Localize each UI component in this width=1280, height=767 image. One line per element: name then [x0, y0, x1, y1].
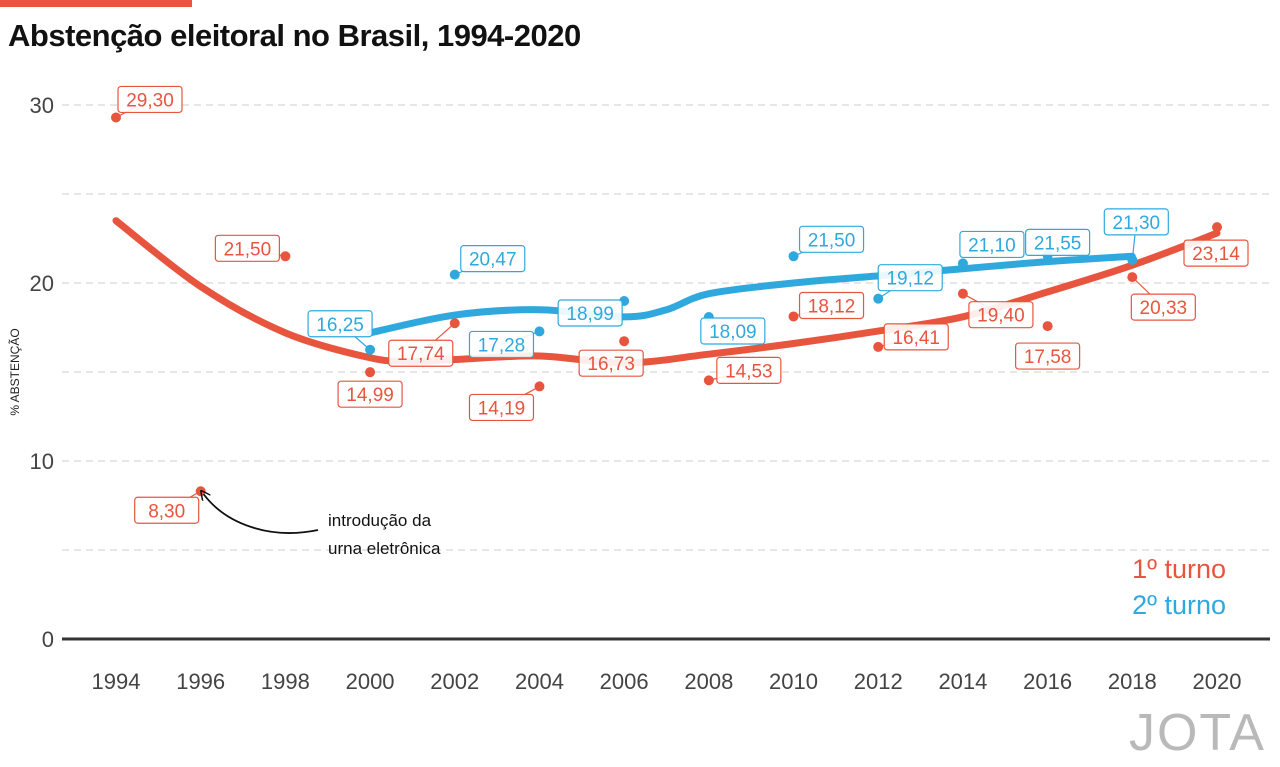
svg-text:16,41: 16,41 [892, 328, 940, 349]
data-label-second-round: 19,12 [877, 264, 943, 300]
data-label-first-round: 21,50 [214, 234, 286, 262]
x-tick-label: 2020 [1193, 669, 1242, 694]
svg-text:20,47: 20,47 [469, 250, 517, 271]
x-tick-label: 2012 [854, 669, 903, 694]
data-label-first-round: 14,19 [468, 385, 540, 422]
svg-text:14,53: 14,53 [725, 361, 773, 382]
svg-text:17,74: 17,74 [397, 344, 445, 365]
annotation-text: urna eletrônica [328, 539, 441, 558]
x-tick-label: 2018 [1108, 669, 1157, 694]
svg-text:18,09: 18,09 [709, 322, 757, 343]
y-tick-label: 0 [42, 627, 54, 652]
svg-text:19,12: 19,12 [886, 269, 934, 290]
point-second-round [957, 258, 968, 269]
data-label-second-round: 21,50 [793, 225, 865, 257]
data-label-first-round: 29,30 [115, 85, 183, 118]
legend-first-round: 1º turno [1132, 554, 1226, 584]
x-tick-label: 1996 [176, 669, 225, 694]
svg-text:8,30: 8,30 [148, 501, 185, 522]
data-label-first-round: 8,30 [134, 490, 201, 524]
svg-text:19,40: 19,40 [977, 306, 1025, 327]
data-label-second-round: 21,55 [1025, 228, 1091, 257]
annotation: introdução da urna eletrônica [204, 494, 441, 558]
data-label-second-round: 21,10 [959, 230, 1025, 259]
svg-text:14,19: 14,19 [478, 398, 526, 419]
x-tick-label: 1998 [261, 669, 310, 694]
svg-text:16,25: 16,25 [316, 315, 364, 336]
annotation-arrow [204, 494, 319, 534]
x-tick-label: 1994 [92, 669, 141, 694]
legend-second-round: 2º turno [1132, 590, 1226, 620]
data-points [111, 112, 1222, 497]
point-first-round [1212, 222, 1222, 233]
svg-text:18,12: 18,12 [808, 296, 856, 317]
y-tick-label: 20 [30, 271, 54, 296]
data-label-second-round: 17,28 [468, 330, 540, 359]
chart-title: Abstenção eleitoral no Brasil, 1994-2020 [8, 18, 581, 53]
x-tick-label: 2000 [346, 669, 395, 694]
grid-lines [62, 104, 1270, 641]
data-label-second-round: 18,99 [557, 299, 625, 327]
x-tick-label: 2014 [938, 669, 987, 694]
svg-text:18,99: 18,99 [566, 304, 614, 325]
data-label-first-round: 18,12 [793, 291, 865, 320]
data-label-second-round: 21,30 [1103, 208, 1169, 260]
svg-text:16,73: 16,73 [587, 354, 635, 375]
legend: 1º turno 2º turno [1132, 554, 1226, 620]
y-axis-label: % ABSTENÇÃO [8, 328, 22, 415]
x-tick-label: 2006 [600, 669, 649, 694]
point-first-round [365, 367, 376, 378]
svg-text:21,10: 21,10 [968, 235, 1016, 256]
y-tick-label: 10 [30, 449, 54, 474]
x-tick-label: 2016 [1023, 669, 1072, 694]
svg-text:17,58: 17,58 [1024, 347, 1072, 368]
svg-text:17,28: 17,28 [478, 335, 526, 356]
accent-bar [0, 0, 192, 7]
y-axis-ticks: 0 10 20 30 [30, 93, 54, 652]
svg-text:23,14: 23,14 [1192, 244, 1240, 265]
data-label-first-round: 14,53 [708, 356, 782, 384]
data-label-first-round: 16,73 [578, 349, 644, 377]
x-tick-label: 2010 [769, 669, 818, 694]
svg-text:29,30: 29,30 [126, 90, 174, 111]
data-label-first-round: 19,40 [962, 293, 1034, 329]
svg-text:14,99: 14,99 [346, 385, 394, 406]
data-label-first-round: 14,99 [337, 380, 403, 408]
trend-line-second-round [366, 252, 1136, 337]
data-label-first-round: 17,74 [388, 322, 456, 367]
x-tick-label: 2004 [515, 669, 564, 694]
point-first-round [619, 336, 630, 347]
x-tick-label: 2002 [430, 669, 479, 694]
point-first-round [1042, 321, 1053, 332]
svg-text:21,30: 21,30 [1113, 213, 1161, 234]
svg-text:21,50: 21,50 [808, 230, 856, 251]
jota-logo: JOTA [1128, 704, 1266, 762]
data-label-second-round: 18,09 [700, 317, 766, 345]
data-label-first-round: 16,41 [878, 323, 949, 351]
svg-text:20,33: 20,33 [1140, 298, 1188, 319]
data-label-first-round: 20,33 [1130, 276, 1196, 321]
annotation-text: introdução da [328, 511, 432, 530]
svg-text:21,55: 21,55 [1034, 233, 1082, 254]
y-tick-label: 30 [30, 93, 54, 118]
data-label-second-round: 16,25 [307, 310, 373, 351]
x-tick-label: 2008 [684, 669, 733, 694]
svg-text:21,50: 21,50 [224, 239, 272, 260]
data-label-first-round: 17,58 [1015, 342, 1081, 370]
data-label-first-round: 23,14 [1183, 239, 1249, 267]
x-axis-ticks: 1994 1996 1998 2000 2002 2004 2006 2008 2010 2012… [92, 669, 1242, 694]
data-label-second-round: 20,47 [454, 245, 526, 276]
